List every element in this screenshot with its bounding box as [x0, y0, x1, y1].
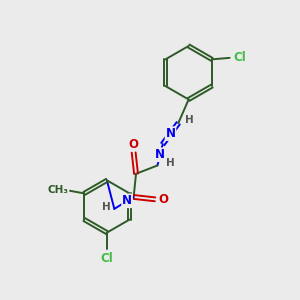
Text: H: H [166, 158, 174, 168]
Text: Cl: Cl [234, 51, 246, 64]
Text: O: O [129, 138, 139, 151]
Text: H: H [102, 202, 110, 212]
Text: N: N [166, 127, 176, 140]
Text: CH₃: CH₃ [48, 185, 69, 195]
Text: N: N [122, 194, 132, 207]
Text: Cl: Cl [100, 252, 113, 265]
Text: N: N [155, 148, 165, 161]
Text: O: O [158, 193, 168, 206]
Text: H: H [185, 115, 194, 125]
